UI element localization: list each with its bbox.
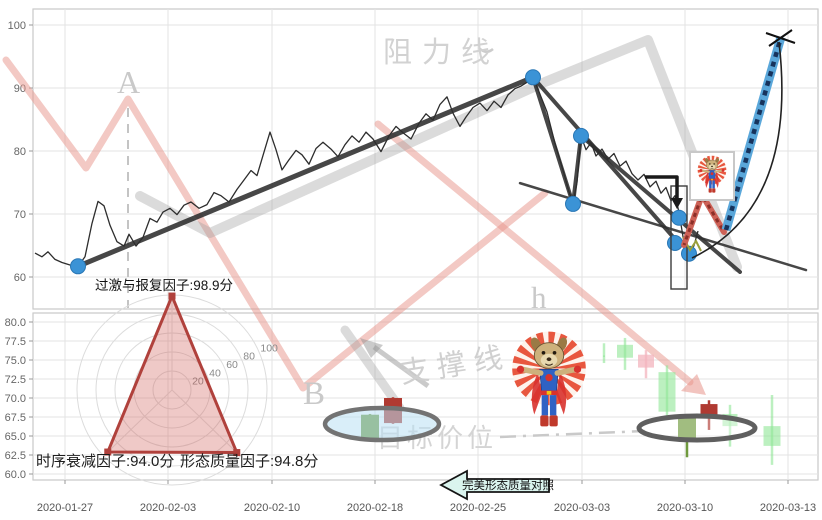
compare-button-arrow-shape[interactable] xyxy=(439,469,550,501)
projection-line-hatch xyxy=(723,36,784,231)
letter-a-label: A xyxy=(117,64,140,100)
pattern-trend-line xyxy=(531,75,575,206)
letter-b-label: B xyxy=(303,376,325,412)
candle-body xyxy=(678,414,696,440)
pivot-point-dot xyxy=(573,127,589,144)
pattern-trend-line xyxy=(571,133,583,206)
watermark-gray-segment xyxy=(340,325,405,413)
quality-factor-label: 形态质量因子:94.8分 xyxy=(180,453,318,470)
candle-body xyxy=(638,354,654,368)
overshoot-factor-label: 过激与报复因子:98.9分 xyxy=(95,277,233,293)
radar-tick-label: 40 xyxy=(209,367,221,379)
y-tick-label: 60 xyxy=(14,272,26,284)
top-pane-frame xyxy=(32,8,819,310)
radar-tick-label: 80 xyxy=(243,351,255,363)
y-tick-label: 70 xyxy=(14,209,26,221)
x-tick-label: 2020-03-10 xyxy=(657,502,713,514)
x-tick-label: 2020-03-13 xyxy=(760,502,816,514)
radar-spoke xyxy=(171,389,241,457)
candle-highlight-ellipse-right xyxy=(636,413,758,443)
watermark-pink-line xyxy=(374,120,694,386)
pivot-point-dot xyxy=(565,195,581,212)
grid-layer: 2020-01-27 2020-02-03 2020-02-10 2020-02-18… xyxy=(5,8,819,514)
entry-arrow-shaft xyxy=(645,175,679,199)
watermark-pink-zigzag xyxy=(2,56,549,392)
x-tick-label: 2020-02-10 xyxy=(244,502,300,514)
pattern-trend-line xyxy=(75,74,536,269)
y-tick-label: 60.0 xyxy=(5,469,26,481)
radar-tick-label: 20 xyxy=(192,376,204,388)
pivot-point-dot xyxy=(671,209,687,226)
candle-body xyxy=(763,426,781,446)
y-tick-label: 77.5 xyxy=(5,336,26,348)
radar-tick-label: 60 xyxy=(226,359,238,371)
easel-leg-right-hatch xyxy=(702,197,726,233)
radar-polygon xyxy=(106,294,239,455)
y-tick-label: 70.0 xyxy=(5,393,26,405)
support-arrow-icon xyxy=(360,338,383,358)
bottom-pane-frame xyxy=(32,312,819,481)
radar-tick-label: 100 xyxy=(260,342,278,354)
radar-spoke xyxy=(103,389,173,457)
pattern-trend-line xyxy=(531,75,682,247)
pivot-point-dot xyxy=(525,69,541,86)
letter-h-label: h xyxy=(531,280,547,315)
y-tick-label: 67.5 xyxy=(5,412,26,424)
x-tick-label: 2020-02-18 xyxy=(347,502,403,514)
x-tick-label: 2020-02-03 xyxy=(140,502,196,514)
y-tick-label: 62.5 xyxy=(5,450,26,462)
y-tick-label: 80.0 xyxy=(5,317,26,329)
y-tick-label: 100 xyxy=(8,20,26,32)
pivot-point-dot xyxy=(70,258,86,275)
candle-highlight-ellipse-left xyxy=(322,405,442,443)
pattern-overlay-layer xyxy=(70,69,808,275)
price-line xyxy=(34,76,699,267)
y-tick-label: 72.5 xyxy=(5,374,26,386)
pattern-trend-line xyxy=(518,181,808,272)
watermark-pink-arrowhead-icon xyxy=(681,374,706,395)
radar-vertex-marker xyxy=(233,449,241,457)
projection-arc xyxy=(691,41,783,259)
annotation-shapes xyxy=(645,29,796,290)
easel-leg-left-hatch xyxy=(682,197,703,246)
y-tick-label: 75.0 xyxy=(5,355,26,367)
y-tick-label: 80 xyxy=(14,146,26,158)
x-tick-label: 2020-02-25 xyxy=(450,502,506,514)
price-line-layer xyxy=(34,76,699,267)
candle-body xyxy=(603,355,605,357)
support-arrow-shaft xyxy=(372,344,430,389)
perfect-pattern-compare-button[interactable]: 完美形态质量对照 xyxy=(439,469,554,501)
radar-vertex-marker xyxy=(104,448,112,456)
x-tick-label: 2020-01-27 xyxy=(37,502,93,514)
resistance-watermark-label: 阻力线 xyxy=(383,36,500,69)
candle-body xyxy=(617,344,633,358)
pattern-trend-line xyxy=(579,133,742,274)
resistance-squiggle xyxy=(478,47,494,53)
projection-top-marker-2 xyxy=(768,29,793,47)
candle-body xyxy=(658,372,676,412)
radar-vertex-marker xyxy=(168,292,176,300)
x-tick-label: 2020-03-03 xyxy=(554,502,610,514)
target-price-dashdot-line xyxy=(499,429,646,439)
decay-factor-label: 时序衰减因子:94.0分 xyxy=(36,453,174,470)
factor-radar-chart: 20 40 60 80 100 xyxy=(76,292,278,486)
pivot-point-dot xyxy=(667,234,683,251)
compare-button-label[interactable]: 完美形态质量对照 xyxy=(462,478,554,492)
y-tick-label: 65.0 xyxy=(5,431,26,443)
entry-arrow-down-icon xyxy=(671,198,683,209)
